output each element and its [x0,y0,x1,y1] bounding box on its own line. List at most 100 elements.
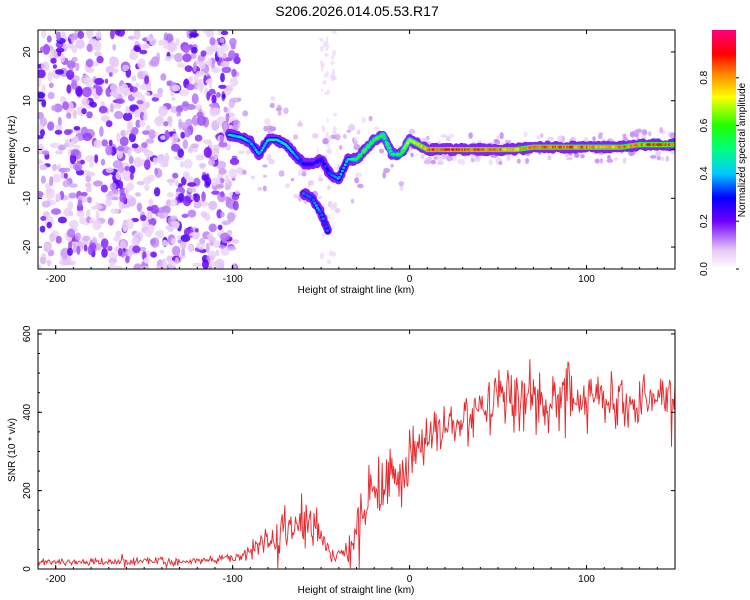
noise-blob [170,220,179,226]
speckle [641,129,648,136]
speckle [297,169,302,177]
noise-blob [136,202,143,212]
noise-blob [73,126,81,131]
noise-blob [94,51,102,57]
noise-blob [87,171,96,177]
noise-blob [135,82,140,88]
noise-blob [55,69,64,75]
noise-blob [181,100,190,112]
noise-blob [230,43,236,50]
speckle [326,117,329,123]
ridge-core [404,144,408,147]
noise-blob [207,236,216,242]
noise-blob [96,55,104,64]
speckle [321,232,325,238]
noise-blob [43,244,52,253]
noise-blob [55,150,63,155]
speckle [408,129,415,135]
noise-blob [107,245,113,251]
noise-blob [130,127,139,135]
noise-blob [41,30,47,39]
colorbar-tick-label: 0.8 [699,70,710,84]
noise-blob [207,58,213,65]
noise-blob [69,219,79,230]
speckle [470,154,475,159]
speckle [319,60,323,64]
speckle [498,160,503,166]
speckle [592,136,596,142]
speckle [268,158,275,165]
noise-blob [51,208,61,215]
noise-blob [76,245,81,255]
noise-blob [39,164,48,171]
speckle [326,185,332,190]
speckle [242,110,249,117]
noise-blob [124,186,130,195]
speckle [250,175,256,180]
ridge-core [387,146,391,150]
noise-blob [222,220,231,226]
noise-blob [220,134,224,144]
noise-blob [181,248,186,256]
y-tick-label: 200 [22,482,33,499]
noise-blob [40,61,50,71]
noise-blob [109,103,114,113]
noise-blob [70,141,75,147]
noise-blob [187,209,197,218]
noise-blob [175,38,180,46]
noise-blob [228,168,238,179]
noise-blob [49,232,56,243]
snr-xlabel: Height of straight line (km) [298,585,415,596]
speckle [327,135,333,141]
noise-blob [105,167,114,173]
noise-blob [193,74,199,84]
speckle [641,134,647,139]
noise-blob [174,52,184,63]
speckle [334,208,341,214]
noise-blob [133,30,141,40]
noise-blob [125,255,130,261]
speckle [580,155,585,159]
branch-core [313,201,317,205]
noise-blob [56,31,62,41]
noise-blob [75,39,85,50]
noise-blob [114,30,121,36]
x-tick-label: -200 [46,274,66,285]
noise-blob [144,184,150,192]
speckle [326,70,329,76]
speckle [356,129,361,135]
ridge-core [345,160,349,163]
speckle [278,170,285,177]
speckle [322,126,326,133]
speckle [606,158,614,163]
speckle [564,152,569,158]
noise-blob [209,37,216,46]
y-tick-label: 0 [22,566,33,572]
noise-blob [41,200,51,208]
colorbar-tick-label: 0.4 [699,166,710,180]
x-tick-label: 0 [407,574,413,585]
noise-blob [115,98,125,104]
noise-blob [145,101,150,109]
noise-blob [200,50,207,57]
speckle [290,178,295,182]
ridge-core [323,165,327,168]
speckle [622,133,627,140]
noise-blob [108,67,119,74]
speckle [488,159,493,166]
noise-blob [50,57,57,64]
noise-blob [47,71,53,83]
noise-blob [129,51,139,61]
noise-blob [65,43,75,49]
noise-blob [219,37,225,44]
noise-blob [38,159,44,165]
speckle [328,215,331,220]
noise-blob [195,70,206,77]
speckle [659,127,664,134]
noise-blob [158,105,168,117]
speckle [607,155,611,159]
noise-blob [55,235,62,244]
noise-blob [215,184,224,189]
noise-blob [120,240,127,249]
